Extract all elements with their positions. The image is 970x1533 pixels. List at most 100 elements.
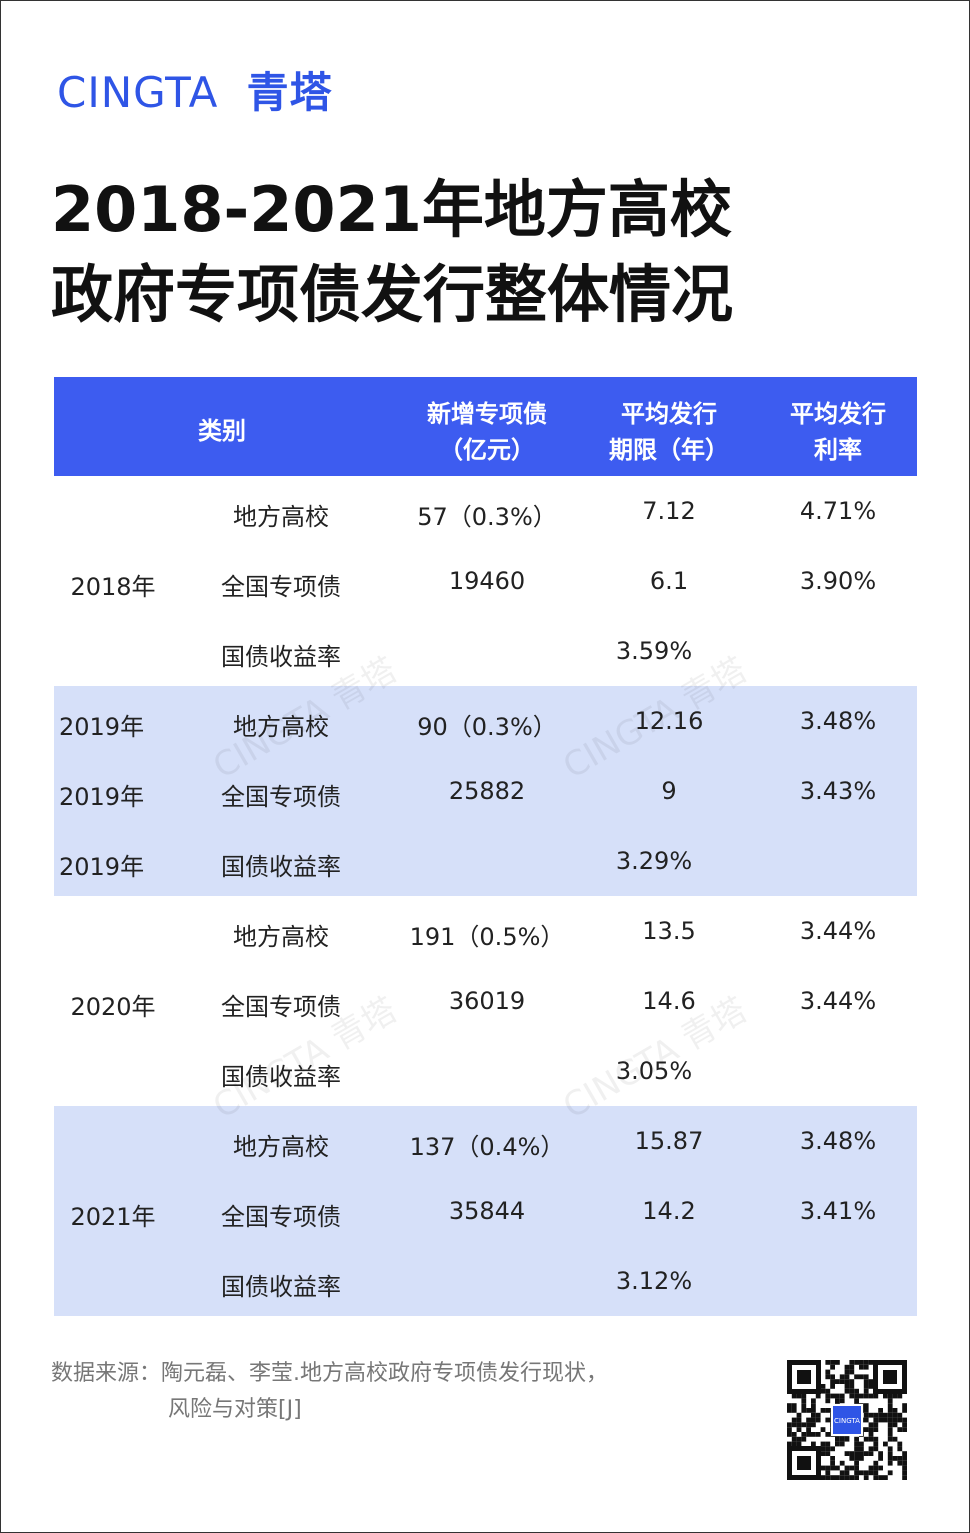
- qr-module: [801, 1432, 807, 1437]
- cell-new-debt: 137（0.4%）: [409, 1133, 565, 1161]
- cell-term: 9: [661, 777, 677, 805]
- qr-module: [897, 1441, 903, 1447]
- qr-module: [801, 1398, 807, 1404]
- qr-module: [854, 1360, 859, 1365]
- qr-module: [868, 1384, 874, 1389]
- qr-module: [863, 1475, 869, 1480]
- qr-module: [825, 1465, 831, 1471]
- cell-yield: 3.59%: [615, 637, 693, 665]
- qr-module: [787, 1408, 792, 1413]
- qr-module: [796, 1412, 802, 1418]
- qr-module: [849, 1388, 855, 1394]
- group-bg: [54, 1106, 917, 1316]
- qr-module: [801, 1422, 807, 1428]
- qr-module: [897, 1460, 903, 1466]
- qr-module: [854, 1451, 859, 1456]
- qr-module: [825, 1446, 831, 1452]
- cell-category: 地方高校: [233, 503, 329, 531]
- qr-module: [902, 1451, 907, 1456]
- qr-module: [873, 1427, 879, 1432]
- qr-module: [825, 1388, 831, 1394]
- qr-module: [830, 1384, 835, 1389]
- year: 2019年: [59, 853, 145, 881]
- qr-module: [887, 1408, 893, 1413]
- qr-module: [887, 1451, 893, 1456]
- qr-module: [801, 1408, 807, 1413]
- cell-new-debt: 90（0.3%）: [417, 713, 557, 741]
- qr-module: [873, 1412, 879, 1418]
- qr-module: [887, 1470, 893, 1476]
- qr-module: [854, 1465, 859, 1471]
- cell-term: 14.6: [642, 987, 696, 1015]
- qr-module: [873, 1460, 879, 1466]
- qr-finder: [797, 1456, 811, 1470]
- qr-module: [863, 1388, 869, 1394]
- qr-module: [825, 1369, 831, 1375]
- qr-module: [854, 1470, 859, 1476]
- year: 2020年: [70, 993, 156, 1021]
- qr-module: [815, 1417, 821, 1423]
- qr-finder: [797, 1370, 811, 1384]
- qr-module: [863, 1470, 869, 1476]
- qr-module: [835, 1465, 840, 1471]
- qr-module: [878, 1412, 883, 1418]
- qr-module: [863, 1364, 869, 1370]
- qr-module: [897, 1393, 903, 1399]
- qr-module: [849, 1384, 855, 1389]
- qr-module: [791, 1432, 797, 1437]
- cell-yield: 3.29%: [615, 847, 693, 875]
- qr-module: [830, 1465, 835, 1471]
- qr-module: [811, 1432, 816, 1437]
- qr-module: [830, 1379, 835, 1384]
- qr-module: [849, 1369, 855, 1375]
- qr-module: [873, 1393, 879, 1399]
- qr-module: [811, 1408, 816, 1413]
- qr-module: [801, 1393, 807, 1399]
- cell-term: 14.2: [642, 1197, 696, 1225]
- qr-module: [806, 1422, 811, 1428]
- cell-rate: 3.48%: [799, 1127, 877, 1155]
- title-line: 2018-2021年地方高校: [51, 173, 732, 246]
- qr-module: [863, 1360, 869, 1365]
- qr-module: [859, 1441, 864, 1447]
- qr-module: [839, 1475, 845, 1480]
- qr-module: [868, 1412, 874, 1418]
- qr-module: [892, 1422, 898, 1428]
- qr-module: [806, 1408, 811, 1413]
- qr-module: [863, 1384, 869, 1389]
- qr-module: [897, 1412, 903, 1418]
- header-cell: 利率: [814, 436, 862, 464]
- qr-module: [796, 1436, 802, 1442]
- qr-module: [868, 1422, 874, 1428]
- qr-module: [825, 1374, 831, 1380]
- qr-module: [801, 1436, 807, 1442]
- source: 风险与对策[J]: [168, 1397, 302, 1422]
- qr-module: [820, 1384, 826, 1389]
- qr-module: [854, 1393, 859, 1399]
- header-cell: 新增专项债: [427, 400, 547, 428]
- qr-module: [854, 1374, 859, 1380]
- qr-module: [878, 1417, 883, 1423]
- qr-module: [820, 1446, 826, 1452]
- qr-module: [844, 1388, 850, 1394]
- qr-module: [873, 1422, 879, 1428]
- group-bg: [54, 896, 917, 1106]
- brand-cjk: 青塔: [246, 68, 333, 117]
- cell-rate: 3.44%: [799, 917, 877, 945]
- header-cell: （亿元）: [439, 436, 535, 464]
- qr-module: [859, 1451, 864, 1456]
- qr-module: [902, 1417, 907, 1423]
- qr-module: [830, 1446, 835, 1452]
- cell-category: 国债收益率: [221, 643, 341, 671]
- qr-module: [868, 1393, 874, 1399]
- qr-module: [868, 1446, 874, 1452]
- qr-module: [815, 1432, 821, 1437]
- cell-yield: 3.05%: [615, 1057, 693, 1085]
- qr-module: [830, 1374, 835, 1380]
- qr-module: [902, 1460, 907, 1466]
- qr-module: [849, 1451, 855, 1456]
- qr-module: [892, 1393, 898, 1399]
- qr-module: [883, 1393, 888, 1399]
- cell-category: 国债收益率: [221, 853, 341, 881]
